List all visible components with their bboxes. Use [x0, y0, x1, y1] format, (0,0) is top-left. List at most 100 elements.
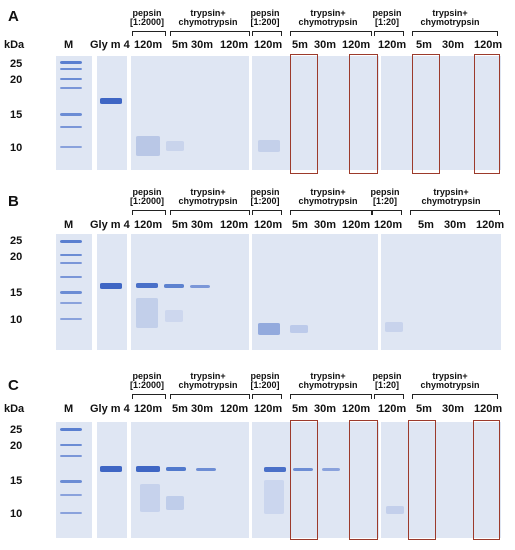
mw-label: 20: [10, 74, 23, 86]
smear-band: [258, 323, 280, 335]
smear-band: [385, 322, 403, 332]
header-bracket: [412, 394, 498, 399]
lane-label: 30m: [314, 39, 337, 51]
lane-label: 120m: [134, 403, 163, 415]
lane-label: 120m: [342, 219, 371, 231]
marker-band: [60, 61, 82, 64]
marker-band: [60, 68, 82, 70]
header-bracket: [170, 394, 250, 399]
header-bracket: [412, 31, 498, 36]
header-bracket: [290, 394, 372, 399]
marker-band: [60, 113, 82, 116]
marker-band: [60, 494, 82, 496]
marker-band: [60, 480, 82, 483]
smear-band: [166, 141, 184, 151]
gel-section: [131, 234, 249, 350]
marker-band: [60, 444, 82, 446]
highlight-box: [473, 420, 500, 540]
header-bracket: [374, 394, 404, 399]
header-trypsin-chymotrypsin: trypsin+ chymotrypsin: [420, 371, 480, 391]
marker-lane-label: M: [64, 219, 74, 231]
gel-section: [131, 422, 249, 538]
panel-letter: B: [8, 193, 19, 210]
header-pepsin-2000: pepsin [1:2000]: [129, 187, 165, 207]
header-bracket: [132, 394, 166, 399]
lane-label: 5m: [416, 403, 432, 415]
mw-label: 10: [10, 314, 23, 326]
highlight-box: [349, 420, 378, 540]
lane-label: 5m: [172, 403, 188, 415]
marker-lane-label: M: [64, 39, 74, 51]
lane-label: 5m: [172, 219, 188, 231]
digest-band: [166, 467, 186, 471]
marker-band: [60, 276, 82, 278]
kda-label: kDa: [4, 403, 25, 415]
lane-label: 120m: [220, 39, 249, 51]
gel-sample: [97, 234, 127, 350]
lane-label: 120m: [378, 403, 407, 415]
highlight-box: [349, 54, 378, 174]
sample-label: Gly m 4: [90, 39, 130, 51]
gel-sample: [97, 56, 127, 170]
mw-label: 25: [10, 58, 23, 70]
lane-label: 30m: [314, 219, 337, 231]
header-pepsin-20: pepsin [1:20]: [372, 371, 402, 391]
lane-label: 30m: [314, 403, 337, 415]
header-trypsin-chymotrypsin: trypsin+ chymotrypsin: [298, 371, 358, 391]
smear-band: [258, 140, 280, 152]
lane-label: 30m: [442, 39, 465, 51]
marker-band: [60, 126, 82, 128]
highlight-box: [474, 54, 500, 174]
mw-label: 15: [10, 287, 23, 299]
header-trypsin-chymotrypsin: trypsin+ chymotrypsin: [178, 8, 238, 28]
lane-label: 5m: [418, 219, 434, 231]
header-pepsin-2000: pepsin [1:2000]: [129, 371, 165, 391]
digest-band: [322, 468, 340, 471]
header-trypsin-chymotrypsin: trypsin+ chymotrypsin: [298, 187, 358, 207]
lane-label: 120m: [254, 39, 283, 51]
header-bracket: [374, 31, 404, 36]
header-bracket: [252, 31, 282, 36]
highlight-box: [408, 420, 436, 540]
lane-label: 120m: [374, 219, 403, 231]
marker-band: [60, 87, 82, 89]
digest-band: [164, 284, 184, 288]
lane-label: 120m: [254, 219, 283, 231]
header-pepsin-2000: pepsin [1:2000]: [129, 8, 165, 28]
highlight-box: [412, 54, 440, 174]
header-trypsin-chymotrypsin: trypsin+ chymotrypsin: [178, 371, 238, 391]
marker-band: [60, 78, 82, 80]
header-trypsin-chymotrypsin: trypsin+ chymotrypsin: [420, 8, 480, 28]
highlight-box: [290, 54, 318, 174]
header-bracket: [290, 210, 372, 215]
mw-label: 10: [10, 508, 23, 520]
mw-label: 20: [10, 251, 23, 263]
smear-band: [264, 480, 284, 514]
sample-label: Gly m 4: [90, 403, 130, 415]
header-pepsin-200: pepsin [1:200]: [250, 187, 280, 207]
header-pepsin-200: pepsin [1:200]: [250, 8, 280, 28]
header-bracket: [290, 31, 372, 36]
lane-label: 120m: [134, 39, 163, 51]
kda-label: kDa: [4, 39, 25, 51]
digest-band: [136, 466, 160, 472]
marker-band: [60, 428, 82, 431]
mw-label: 15: [10, 109, 23, 121]
smear-band: [165, 310, 183, 322]
smear-band: [136, 136, 160, 156]
panel-letter: A: [8, 8, 19, 25]
lane-label: 120m: [134, 219, 163, 231]
header-bracket: [132, 31, 166, 36]
digest-band: [196, 468, 216, 471]
header-pepsin-200: pepsin [1:200]: [250, 371, 280, 391]
marker-band: [60, 291, 82, 294]
lane-label: 5m: [416, 39, 432, 51]
glym4-band: [100, 466, 122, 472]
lane-label: 120m: [474, 39, 503, 51]
marker-band: [60, 146, 82, 148]
glym4-band: [100, 283, 122, 289]
lane-label: 120m: [254, 403, 283, 415]
glym4-band: [100, 98, 122, 104]
mw-label: 25: [10, 235, 23, 247]
gel-sample: [97, 422, 127, 538]
